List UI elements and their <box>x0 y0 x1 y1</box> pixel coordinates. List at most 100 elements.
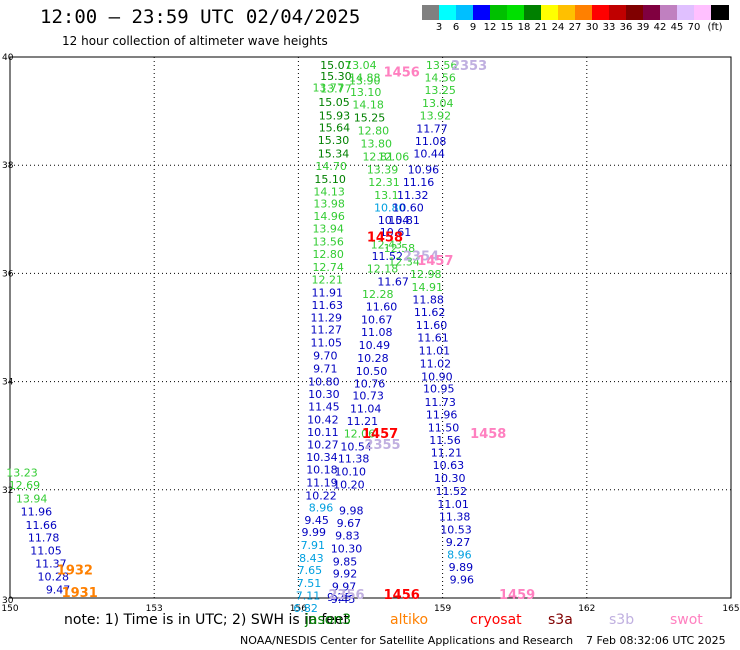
wave-height-label: 13.92 <box>420 110 452 123</box>
wave-height-label: 12.31 <box>368 176 400 189</box>
satellite-legend-cryosat: cryosat <box>470 612 522 628</box>
wave-height-label: 11.73 <box>424 396 456 409</box>
pass-time-label: 1457 <box>417 254 453 269</box>
wave-height-label: 12.80 <box>358 125 390 138</box>
wave-height-label: 9.89 <box>449 561 474 574</box>
wave-height-label: 11.21 <box>347 415 379 428</box>
satellite-legend-jason3: jason3 <box>305 612 352 628</box>
wave-height-label: 9.99 <box>302 526 327 539</box>
footer-note: note: 1) Time is in UTC; 2) SWH is in fe… <box>64 612 350 628</box>
x-tick-label: 159 <box>434 604 451 614</box>
wave-height-label: 13.77 <box>320 82 352 95</box>
wave-height-label: 9.92 <box>333 568 358 581</box>
wave-height-label: 9.70 <box>313 350 338 363</box>
pass-time-label: 2356 <box>328 588 364 603</box>
pass-time-label: 1456 <box>384 66 420 81</box>
wave-height-label: 13.94 <box>16 493 48 506</box>
wave-height-label: 13.56 <box>426 59 458 72</box>
wave-height-label: 10.20 <box>333 478 365 491</box>
color-legend-label: 39 <box>636 22 650 33</box>
wave-height-label: 11.66 <box>25 519 57 532</box>
y-tick-label: 32 <box>2 486 13 496</box>
wave-height-label: 13.98 <box>313 198 345 211</box>
wave-height-label: 10.34 <box>306 451 338 464</box>
wave-height-label: 8.96 <box>309 502 334 515</box>
wave-height-label: 12.69 <box>9 479 41 492</box>
wave-height-label: 15.34 <box>318 147 350 160</box>
wave-height-label: 13.77 <box>312 81 344 94</box>
wave-height-label: 15.25 <box>354 112 386 125</box>
color-legend-label: 18 <box>517 22 531 33</box>
wave-height-label: 9.25 <box>327 591 352 604</box>
color-legend-label: (ft) <box>707 22 723 33</box>
wave-height-label: 10.54 <box>340 441 372 454</box>
wave-height-label: 13.56 <box>312 236 344 249</box>
wave-height-label: 11.16 <box>403 176 435 189</box>
satellite-legend-s3b: s3b <box>609 612 635 628</box>
wave-height-label: 11.61 <box>417 331 449 344</box>
pass-time-label: 1457 <box>362 427 398 442</box>
wave-height-label: 7.91 <box>301 539 326 552</box>
pass-time-label: 2353 <box>451 59 487 74</box>
y-tick-label: 40 <box>2 53 14 63</box>
wave-height-label: 11.38 <box>439 510 471 523</box>
satellite-legend-swot: swot <box>670 612 703 628</box>
wave-height-label: 13.04 <box>345 59 377 72</box>
satellite-legend-altiko: altiko <box>390 612 429 628</box>
wave-height-label: 10.18 <box>306 463 338 476</box>
color-legend-label: 9 <box>469 22 477 33</box>
wave-height-label: 13.90 <box>349 74 381 87</box>
wave-height-label: 11.37 <box>35 557 67 570</box>
wave-height-label: 13.04 <box>422 97 454 110</box>
color-legend-label: 15 <box>500 22 514 33</box>
color-legend-label: 70 <box>687 22 701 33</box>
color-legend-label: 24 <box>551 22 565 33</box>
wave-height-label: 9.85 <box>333 555 358 568</box>
wave-height-label: 9.83 <box>335 529 360 542</box>
y-tick-label: 34 <box>2 378 14 388</box>
pass-time-label: 1931 <box>62 586 98 601</box>
wave-height-label: 10.30 <box>434 472 466 485</box>
color-swatch <box>541 5 558 20</box>
wave-height-label: 13.25 <box>424 84 456 97</box>
wave-height-label: 13.1 <box>374 189 399 202</box>
wave-height-label: 14.13 <box>313 185 345 198</box>
wave-height-label: 11.52 <box>436 485 468 498</box>
wave-height-label: 11.60 <box>366 300 398 313</box>
wave-height-label: 11.50 <box>428 422 460 435</box>
wave-height-label: 11.88 <box>412 293 444 306</box>
wave-height-label: 12.58 <box>384 242 416 255</box>
color-legend-label: 12 <box>483 22 497 33</box>
pass-time-label: 2354 <box>403 250 439 265</box>
wave-height-label: 11.62 <box>414 306 446 319</box>
wave-height-label: 10.30 <box>308 388 340 401</box>
color-legend-label: 3 <box>435 22 443 33</box>
wave-height-label: 11.27 <box>311 324 343 337</box>
pass-time-label: 1456 <box>384 588 420 603</box>
wave-height-label: 10.90 <box>421 370 453 383</box>
color-legend-label: 45 <box>670 22 684 33</box>
wave-height-label: 11.96 <box>21 506 53 519</box>
wave-height-label: 11.05 <box>30 544 62 557</box>
wave-height-label: 11.04 <box>350 403 382 416</box>
wave-height-label: 12.06 <box>378 151 410 164</box>
color-swatch <box>575 5 592 20</box>
wave-height-label: 10.50 <box>356 365 388 378</box>
x-tick-label: 156 <box>290 604 307 614</box>
wave-height-label: 12.43 <box>371 238 403 251</box>
wave-height-label: 15.10 <box>314 173 346 186</box>
pass-time-label: 2355 <box>364 438 400 453</box>
wave-height-label: 11.08 <box>415 135 447 148</box>
color-swatch <box>490 5 507 20</box>
x-tick-label: 150 <box>1 604 18 614</box>
wave-height-label: 10.96 <box>408 164 440 177</box>
wave-height-label: 12.06 <box>344 428 376 441</box>
wave-height-label: 10.28 <box>357 352 389 365</box>
pass-time-label: 1458 <box>367 231 403 246</box>
wave-height-label: 14.70 <box>315 160 347 173</box>
wave-height-label: 10.95 <box>423 383 455 396</box>
wave-height-label: 11.01 <box>419 344 451 357</box>
color-swatch <box>609 5 626 20</box>
wave-height-label: 8.43 <box>299 552 324 565</box>
wave-height-label: 11.01 <box>437 498 469 511</box>
